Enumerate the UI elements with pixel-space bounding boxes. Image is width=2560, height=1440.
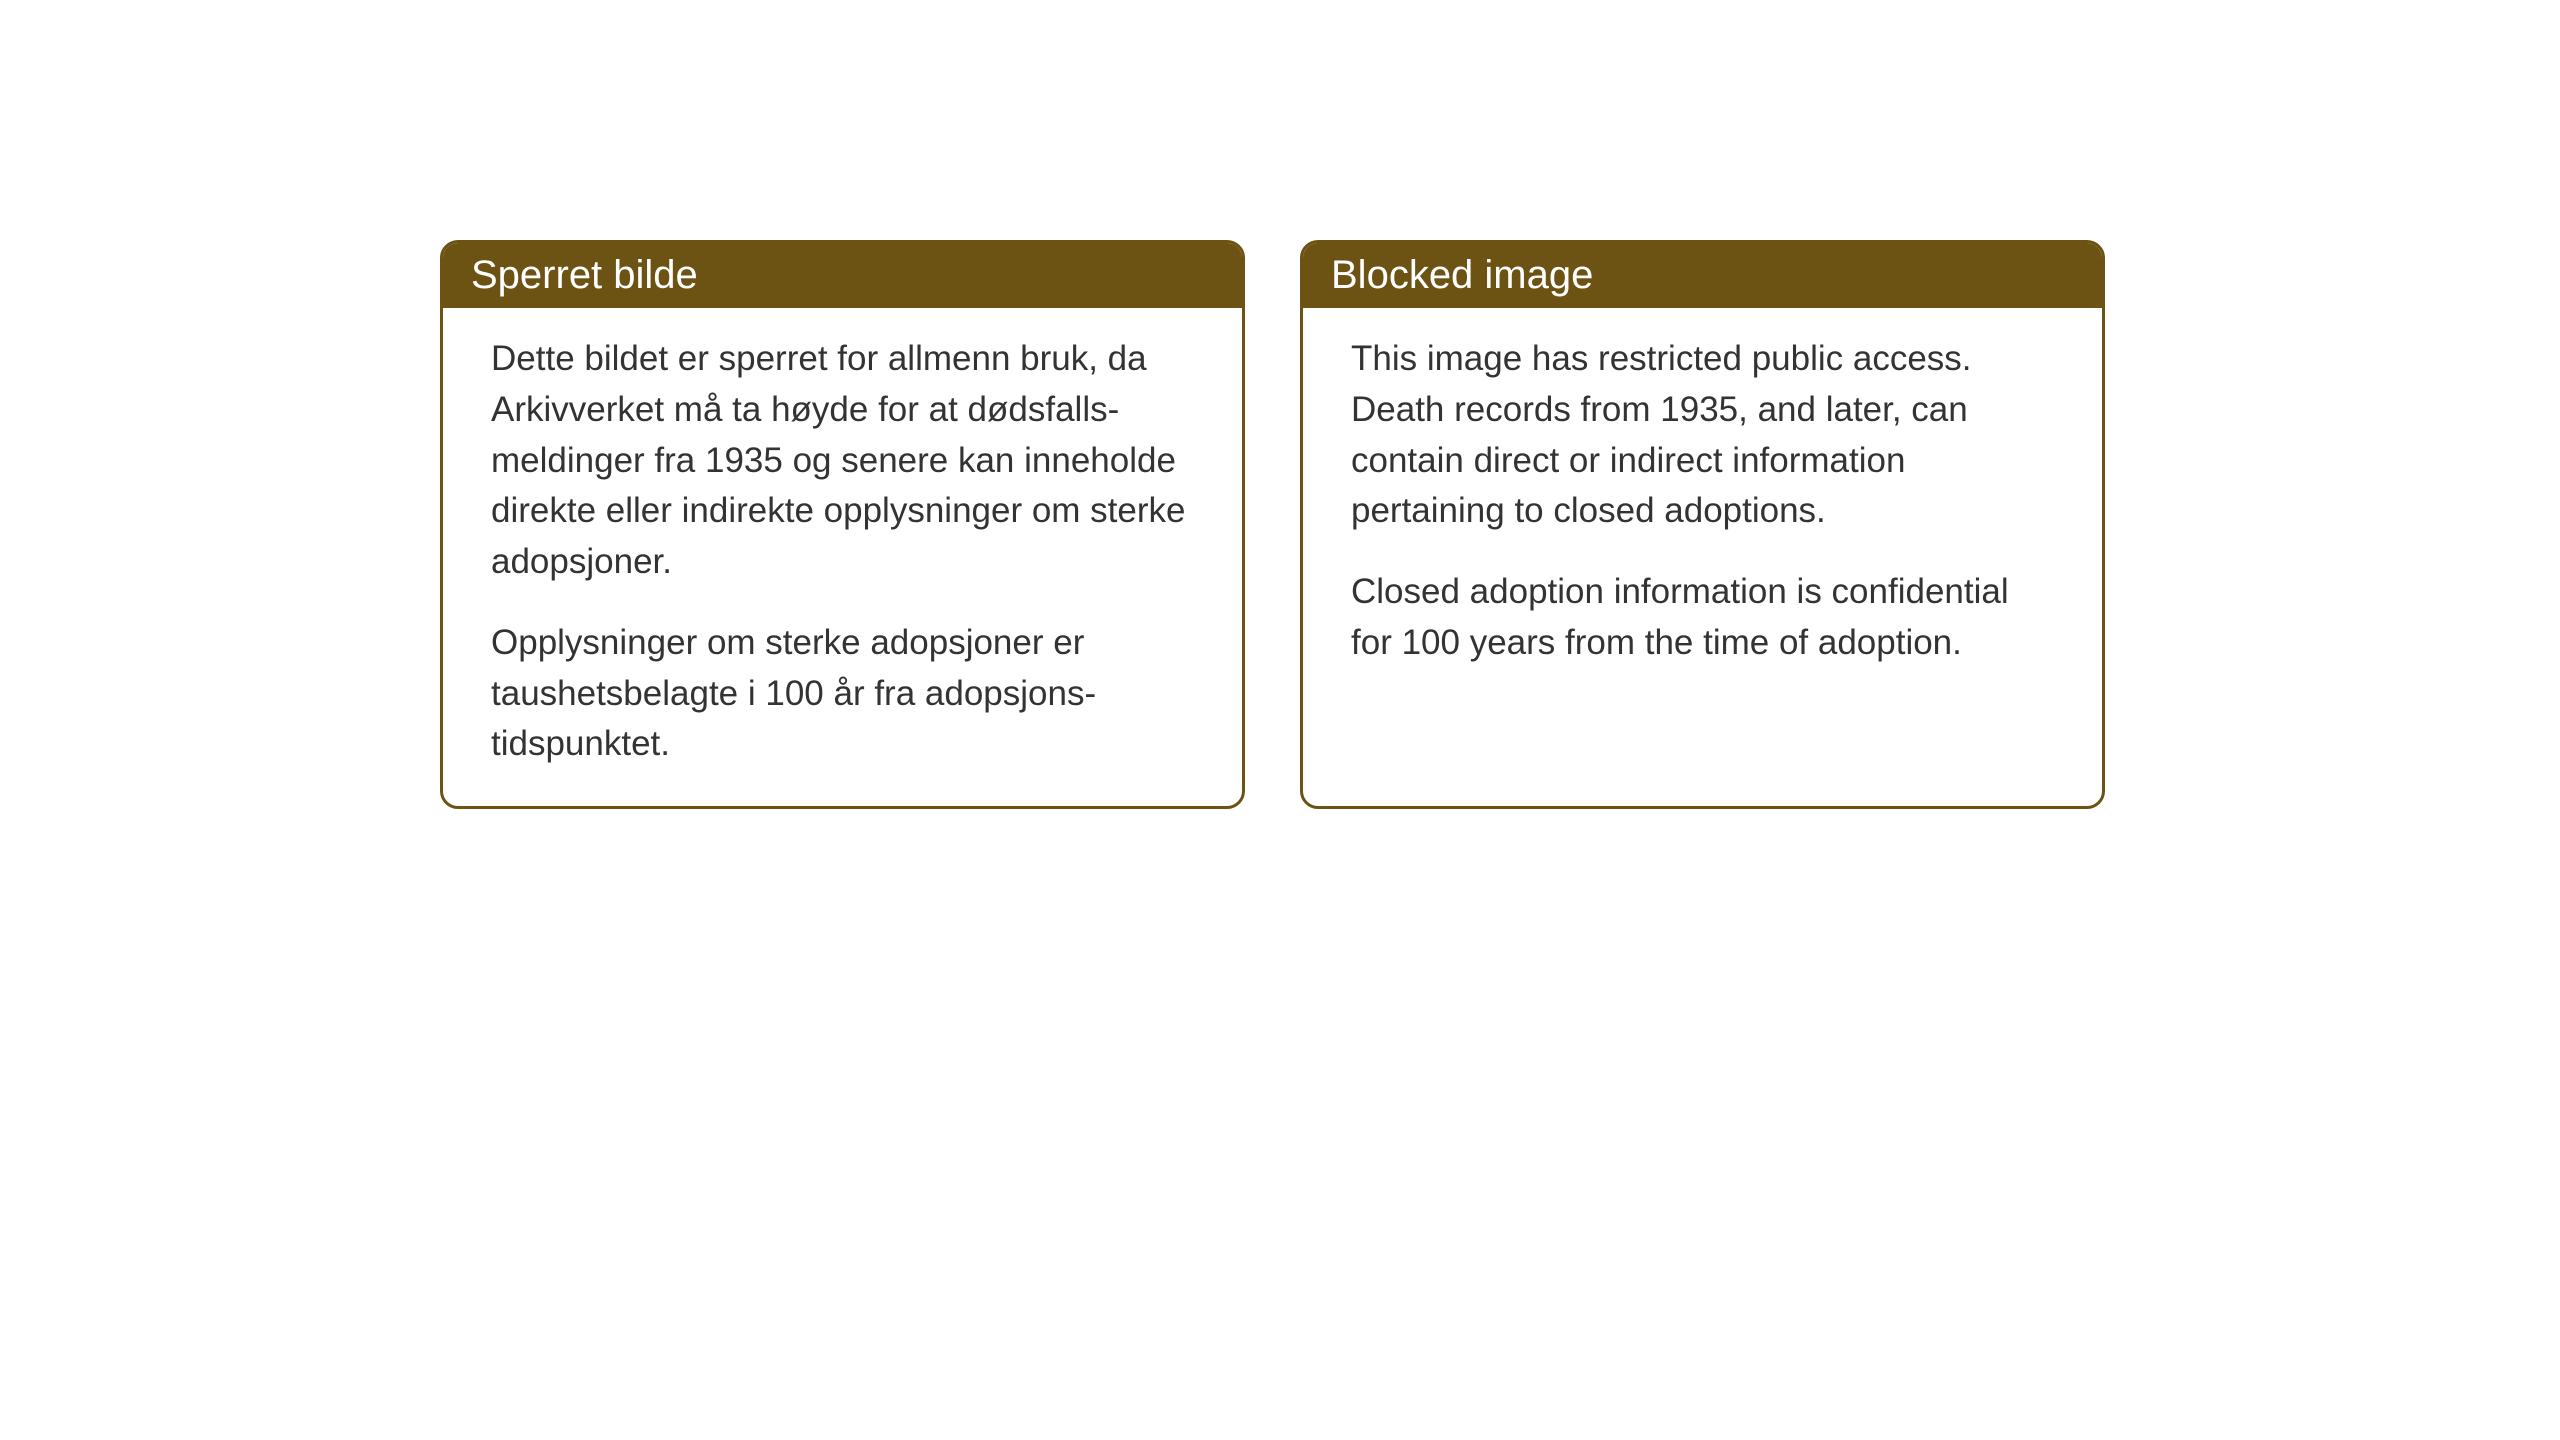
norwegian-paragraph-2: Opplysninger om sterke adopsjoner er tau… (491, 618, 1194, 770)
english-paragraph-2: Closed adoption information is confident… (1351, 567, 2054, 669)
notice-container: Sperret bilde Dette bildet er sperret fo… (440, 240, 2105, 809)
norwegian-card-title: Sperret bilde (443, 243, 1242, 308)
norwegian-notice-card: Sperret bilde Dette bildet er sperret fo… (440, 240, 1245, 809)
english-card-title: Blocked image (1303, 243, 2102, 308)
english-notice-card: Blocked image This image has restricted … (1300, 240, 2105, 809)
english-paragraph-1: This image has restricted public access.… (1351, 334, 2054, 537)
norwegian-paragraph-1: Dette bildet er sperret for allmenn bruk… (491, 334, 1194, 588)
norwegian-card-body: Dette bildet er sperret for allmenn bruk… (443, 308, 1242, 806)
english-card-body: This image has restricted public access.… (1303, 308, 2102, 705)
